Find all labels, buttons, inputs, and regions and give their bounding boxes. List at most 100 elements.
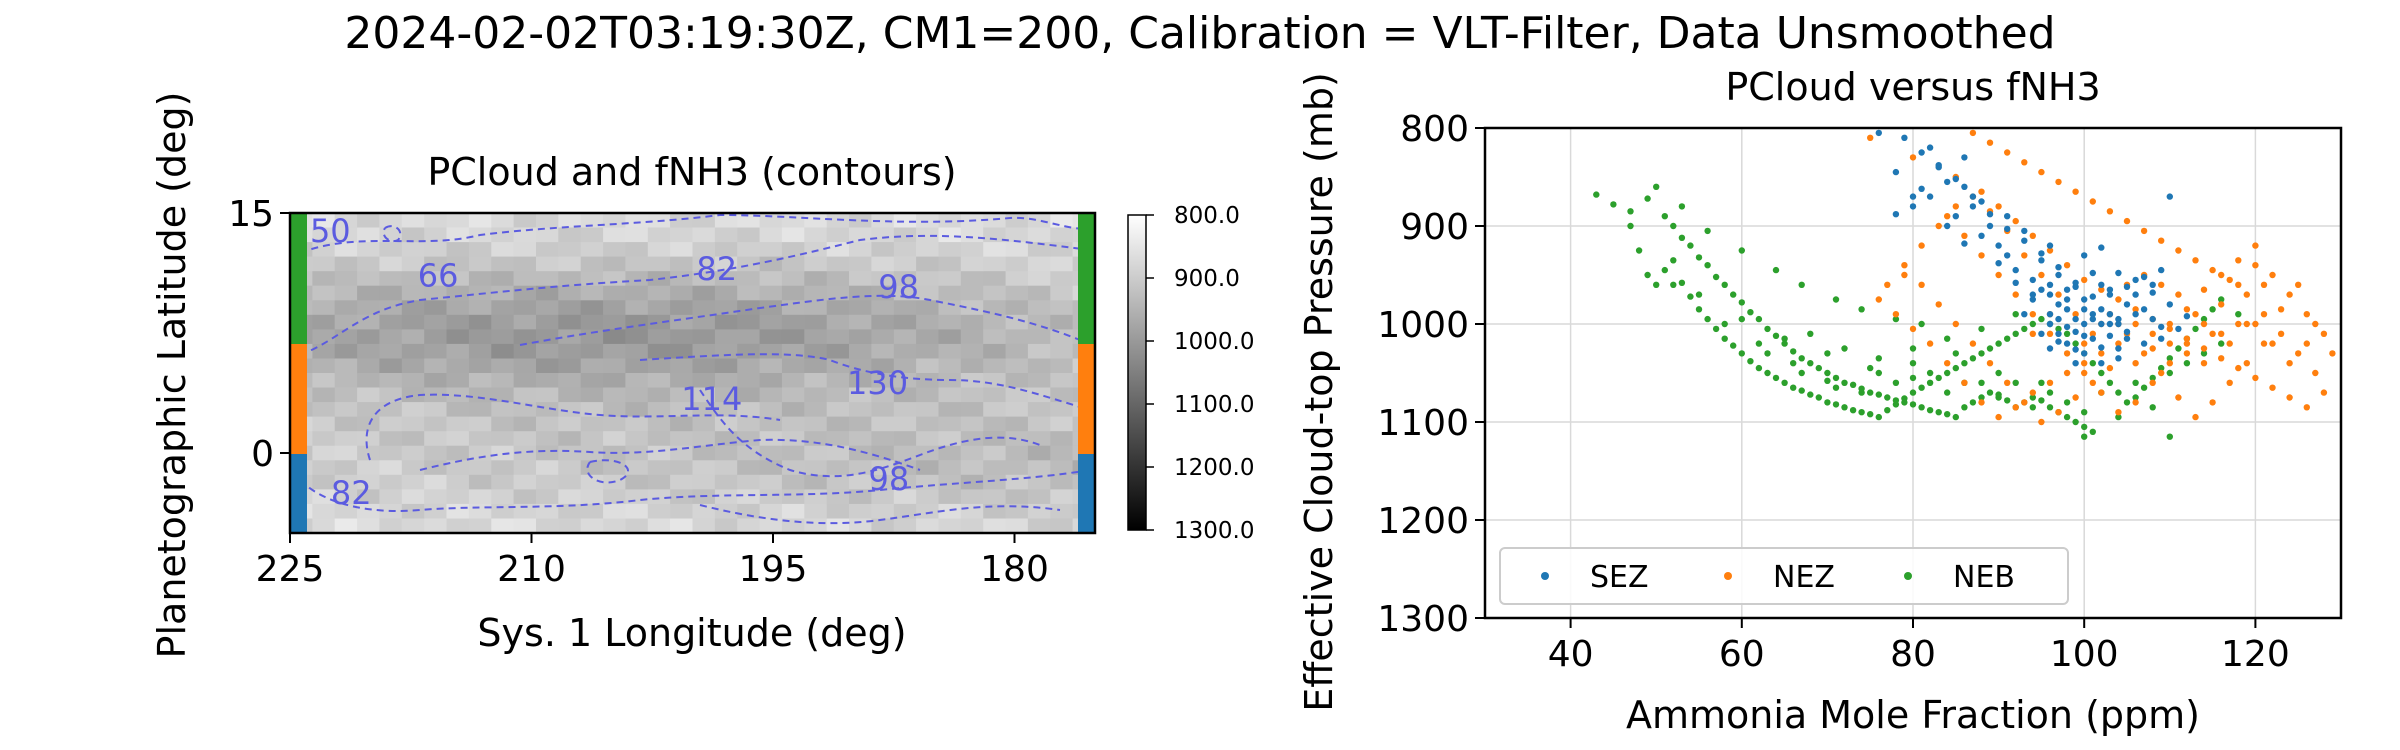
scatter-point-neb (1901, 395, 1908, 402)
scatter-point-nez (2260, 340, 2268, 347)
map-x-tick-label: 195 (739, 549, 808, 590)
scatter-point-neb (1695, 254, 1703, 261)
scatter-point-nez (2286, 394, 2293, 401)
scatter-point-nez (2303, 404, 2310, 411)
scatter-point-sez (2063, 323, 2071, 331)
heatmap-cell (893, 256, 917, 272)
heatmap-cell (1027, 489, 1051, 505)
heatmap-cell (379, 358, 403, 374)
heatmap-cell (781, 285, 805, 301)
heatmap-cell (625, 256, 649, 272)
scatter-point-nez (2226, 340, 2233, 347)
scatter-point-nez (2295, 350, 2302, 357)
scatter-point-neb (2063, 399, 2071, 406)
heatmap-cell (714, 242, 738, 258)
map-y-axis: 15 0 (228, 194, 290, 475)
scatter-point-nez (2063, 262, 2071, 269)
scatter-point-neb (1807, 360, 1814, 367)
scatter-point-neb (1995, 369, 2002, 377)
heatmap-cell (1005, 227, 1029, 243)
heatmap-cell (692, 329, 716, 345)
heatmap-cell (424, 285, 448, 301)
scatter-point-neb (1738, 350, 1746, 357)
heatmap-cell (826, 314, 850, 330)
contour-line (382, 225, 402, 242)
heatmap-cell (424, 213, 448, 229)
heatmap-cell (536, 503, 559, 519)
heatmap-cell (468, 213, 492, 229)
heatmap-cell (513, 343, 537, 359)
scatter-point-sez (1892, 211, 1900, 218)
heatmap-cell (379, 329, 403, 345)
heatmap-cell (849, 256, 872, 272)
scatter-point-nez (1969, 129, 1977, 137)
heatmap-cell (670, 518, 694, 533)
heatmap-cell (737, 256, 761, 272)
heatmap-cell (960, 343, 984, 359)
heatmap-cell (424, 489, 448, 505)
scatter-point-neb (1875, 355, 1883, 362)
scatter-point-sez (1935, 162, 1942, 169)
scatter-point-nez (1961, 379, 1968, 386)
scatter-point-neb (2106, 379, 2114, 386)
scatter-point-neb (1704, 315, 1711, 323)
heatmap-cell (960, 256, 984, 272)
heatmap-cell (737, 285, 761, 301)
heatmap-cell (737, 416, 761, 432)
scatter-point-neb (1824, 399, 1831, 406)
heatmap-cell (468, 460, 492, 476)
heatmap-cell (468, 300, 492, 316)
heatmap-cell (849, 227, 872, 243)
heatmap-cell (357, 518, 381, 533)
heatmap-cell (625, 431, 649, 447)
heatmap-cell (670, 285, 694, 301)
scatter-point-neb (2132, 379, 2139, 386)
heatmap-cell (513, 227, 537, 243)
scatter-point-neb (2158, 364, 2165, 372)
heatmap-cell (737, 518, 761, 533)
contour-line (299, 469, 1091, 512)
contour-line (699, 389, 1041, 478)
heatmap-cell (1005, 387, 1029, 403)
scatter-point-sez (2132, 311, 2139, 318)
scatter-x-axis: 40 60 80 100 120 (1548, 618, 2290, 675)
legend-frame (1499, 547, 2069, 605)
heatmap-cell (580, 242, 604, 258)
heatmap-cell (379, 489, 403, 505)
scatter-point-nez (2200, 320, 2208, 328)
scatter-point-nez (2098, 389, 2105, 396)
scatter-point-sez (1986, 211, 1994, 218)
scatter-point-sez (2089, 335, 2096, 342)
band-sez (290, 454, 307, 533)
heatmap-cell (424, 242, 448, 258)
heatmap-cell (558, 402, 582, 418)
heatmap-cell (759, 242, 783, 258)
heatmap-cell (737, 460, 761, 476)
scatter-point-sez (2055, 315, 2062, 323)
heatmap-cell (960, 227, 984, 243)
scatter-point-sez (2115, 269, 2122, 277)
scatter-point-nez (1978, 399, 1985, 406)
scatter-point-sez (2081, 350, 2088, 357)
scatter-point-nez (1978, 188, 1985, 195)
heatmap-cell (558, 256, 582, 272)
scatter-point-neb (1978, 350, 1985, 357)
heatmap-cell (647, 431, 671, 447)
scatter-point-nez (2021, 399, 2028, 406)
heatmap-cell (536, 256, 559, 272)
heatmap-cell (759, 402, 783, 418)
heatmap-cell (670, 227, 694, 243)
heatmap-cell (938, 271, 962, 287)
heatmap-cell (670, 373, 694, 389)
scatter-point-sez (2098, 320, 2105, 328)
scatter-point-neb (1832, 374, 1840, 382)
heatmap-cell (714, 460, 738, 476)
heatmap-cell (849, 489, 872, 505)
heatmap-cell (491, 387, 515, 403)
heatmap-cell (491, 300, 515, 316)
heatmap-cell (759, 329, 783, 345)
scatter-point-nez (1969, 340, 1977, 347)
heatmap-cell (826, 460, 850, 476)
scatter-point-sez (1995, 242, 2002, 249)
scatter-point-nez (2149, 345, 2156, 352)
